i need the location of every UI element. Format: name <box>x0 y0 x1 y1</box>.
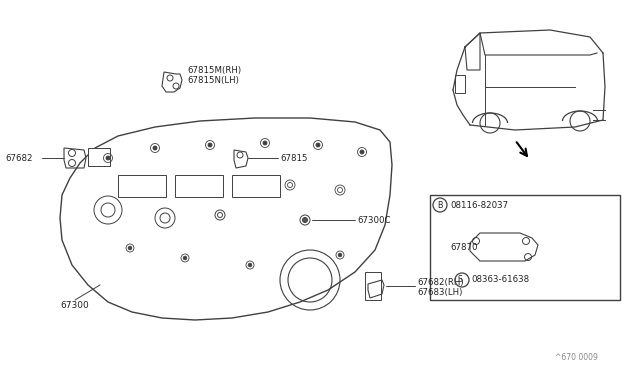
Text: 67300C: 67300C <box>357 215 390 224</box>
Text: 67815: 67815 <box>280 154 307 163</box>
Circle shape <box>208 143 212 147</box>
Bar <box>430 195 620 300</box>
Circle shape <box>360 150 364 154</box>
Text: 67682: 67682 <box>5 154 33 163</box>
Text: 08116-82037: 08116-82037 <box>450 201 508 209</box>
Circle shape <box>153 146 157 150</box>
Bar <box>88 148 110 166</box>
Bar <box>232 175 280 197</box>
Circle shape <box>183 256 187 260</box>
Bar <box>118 175 166 197</box>
Circle shape <box>128 246 132 250</box>
Text: 67682(RH): 67682(RH) <box>417 278 463 286</box>
Text: 67815M(RH): 67815M(RH) <box>187 65 241 74</box>
Text: S: S <box>458 276 463 285</box>
Bar <box>365 272 381 300</box>
Circle shape <box>248 263 252 267</box>
Bar <box>175 175 223 197</box>
Circle shape <box>303 218 307 222</box>
Text: 67815N(LH): 67815N(LH) <box>187 76 239 84</box>
Text: B: B <box>437 201 442 209</box>
Circle shape <box>263 141 267 145</box>
Circle shape <box>106 156 110 160</box>
Text: ^670 0009: ^670 0009 <box>555 353 598 362</box>
Text: 67870: 67870 <box>450 243 477 251</box>
Circle shape <box>316 143 320 147</box>
Text: 67683(LH): 67683(LH) <box>417 288 462 296</box>
Text: 67300: 67300 <box>60 301 89 310</box>
Text: 08363-61638: 08363-61638 <box>471 276 529 285</box>
Bar <box>455 75 465 93</box>
Circle shape <box>338 253 342 257</box>
